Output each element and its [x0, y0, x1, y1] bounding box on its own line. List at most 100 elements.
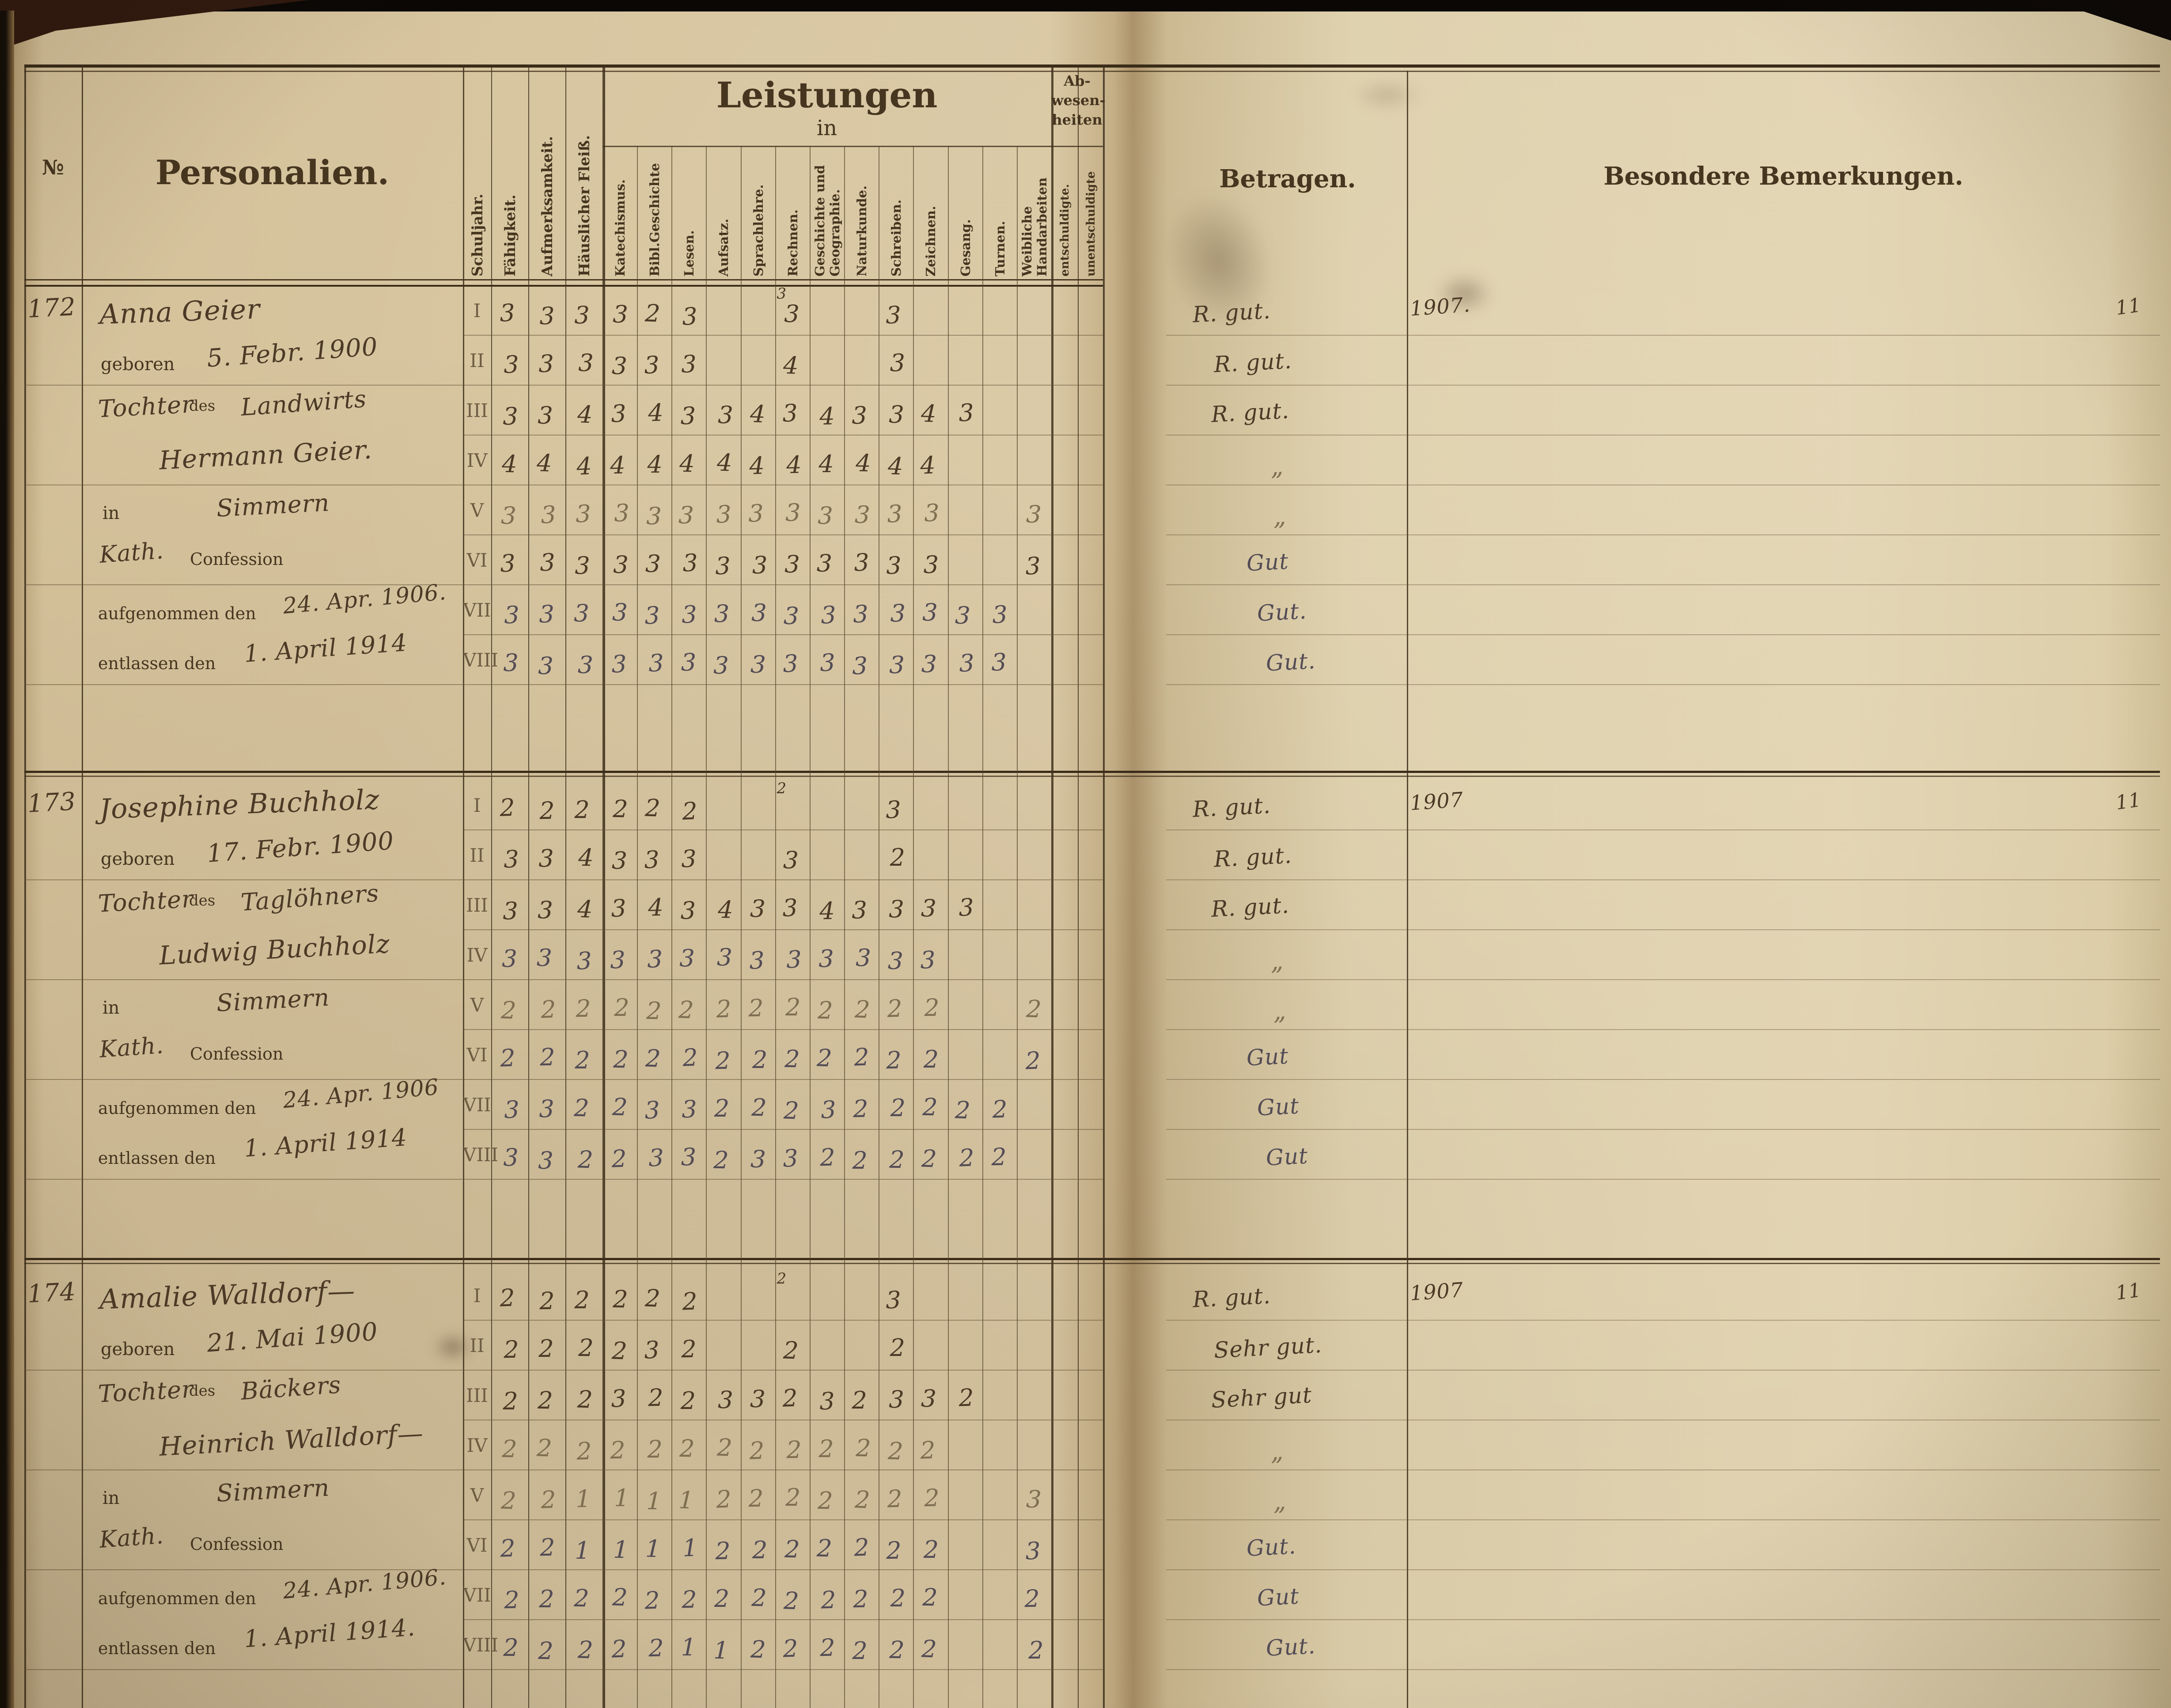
grade-cell: 2	[1025, 1046, 1042, 1075]
grade-cell: 3	[714, 600, 730, 628]
grade-cell: 3	[644, 1096, 661, 1125]
grade-row-line	[463, 1079, 1103, 1080]
grade-cell: 3	[784, 299, 800, 328]
grade-cell: 2	[612, 1583, 629, 1612]
grade-cell: 2	[576, 1437, 593, 1466]
grade-cell: 2	[889, 1145, 906, 1174]
grade-cell: 2	[645, 1044, 662, 1073]
grade-cell: 3	[887, 500, 904, 528]
grade-cell: 3	[854, 500, 871, 529]
grade-cell: 2	[783, 1096, 800, 1125]
top-binding-edge	[0, 0, 2171, 11]
grade-cell: 2	[577, 1385, 594, 1414]
header-bottom-rule-1	[24, 279, 1103, 280]
grade-cell: 3	[648, 1144, 665, 1172]
grade-cell: 2	[890, 1584, 906, 1612]
grade-cell: 3	[921, 894, 938, 923]
grade-cell: 2	[852, 1585, 869, 1613]
grade-cell: 1	[575, 1485, 592, 1513]
grade-cell: 2	[647, 1435, 663, 1463]
column-line	[565, 64, 566, 1708]
grade-cell: 3	[647, 945, 663, 973]
grade-cell: 2	[682, 1043, 699, 1072]
subject-column-line	[809, 146, 811, 1708]
grade-cell: 3	[852, 896, 868, 924]
betragen-entry: R. gut.	[1213, 348, 1293, 378]
grade-cell: 2	[786, 1435, 803, 1464]
grade-cell: 2	[715, 1537, 731, 1565]
grade-row-line	[463, 1469, 1103, 1470]
grade-cell: 2	[886, 1046, 902, 1075]
rotated-absence-subheader: unentschuldigte	[1084, 171, 1098, 276]
grade-cell: 2	[611, 1144, 628, 1173]
grade-cell: 3	[820, 1095, 837, 1124]
label-geboren: geboren	[101, 354, 175, 375]
grade-cell: 2	[644, 299, 661, 328]
label-des: des	[189, 1382, 216, 1400]
grade-cell: 2	[924, 1484, 940, 1512]
grade-cell: 3	[538, 845, 554, 872]
rotated-subject-header: Aufsatz.	[716, 218, 731, 276]
grade-cell: 3	[717, 1386, 734, 1414]
grade-cell: 4	[578, 843, 595, 872]
grade-cell: 2	[644, 1284, 661, 1313]
grade-cell: 4	[749, 400, 766, 428]
right-page-row-line	[1166, 684, 2160, 685]
personalien-row-line	[24, 1370, 463, 1371]
grade-cell: 1	[713, 1636, 729, 1665]
grade-cell: 2	[751, 1093, 767, 1122]
label-in: in	[102, 998, 120, 1018]
grade-cell: 2	[678, 996, 695, 1024]
grade-row-line	[463, 1569, 1103, 1570]
grade-cell: 2	[853, 1043, 870, 1072]
grade-cell: 3	[682, 302, 699, 331]
grade-cell: 2	[577, 1145, 594, 1174]
grade-cell: 3	[889, 651, 906, 679]
grade-cell: 2	[537, 1386, 554, 1415]
grade-cell: 1	[646, 1487, 663, 1515]
schuljahr-roman-numeral: VI	[466, 549, 488, 571]
column-header-abwesenheiten-line1: Ab-	[1064, 72, 1091, 89]
grade-cell: 2	[716, 1433, 733, 1462]
father-occupation: Landwirts	[240, 385, 368, 421]
grade-cell: 2	[887, 994, 904, 1023]
right-page-row-line	[1166, 435, 2160, 436]
label-aufgenommen: aufgenommen den	[98, 604, 256, 623]
grade-cell: 4	[501, 450, 518, 478]
grade-cell: 2	[612, 1285, 629, 1314]
grade-cell: 2	[991, 1143, 1007, 1171]
label-in: in	[102, 503, 120, 523]
grade-cell: 2	[887, 1485, 904, 1513]
column-line	[24, 64, 26, 1708]
grade-cell: 2	[578, 1333, 595, 1362]
grade-cell: 3	[644, 1336, 660, 1364]
grade-cell: 3	[648, 649, 665, 678]
right-page-row-line	[1166, 634, 2160, 635]
grade-cell: 3	[575, 500, 592, 528]
grade-cell: 3	[886, 1286, 902, 1314]
right-page-row-line	[1166, 584, 2160, 585]
grade-cell: 3	[749, 894, 766, 923]
right-page-row-line	[1166, 1569, 2160, 1570]
grade-cell: 2	[682, 1585, 698, 1614]
rotated-subject-header: Weibliche Handarbeiten	[1019, 177, 1050, 276]
grade-row-line	[463, 1370, 1103, 1371]
grade-cell: 4	[576, 452, 593, 481]
schuljahr-roman-numeral: I	[473, 1285, 481, 1307]
grade-cell: 3	[886, 551, 902, 580]
grade-cell: 2	[852, 1147, 868, 1174]
paper-background	[13, 11, 2171, 1708]
grade-cell: 4	[647, 451, 663, 478]
grade-cell: 2	[1026, 995, 1042, 1023]
subject-column-line	[740, 146, 742, 1708]
rotated-subject-header: Turnen.	[992, 221, 1008, 276]
grade-cell: 2	[921, 1635, 938, 1663]
grade-cell: 4	[716, 448, 733, 477]
grade-cell: 3	[786, 945, 803, 974]
column-header-no: №	[42, 155, 64, 179]
grade-cell: 2	[1024, 1584, 1041, 1613]
schuljahr-roman-numeral: II	[470, 1335, 485, 1356]
grade-cell: 3	[1026, 500, 1042, 529]
grade-cell: 3	[716, 943, 733, 972]
personalien-row-line	[24, 979, 463, 980]
